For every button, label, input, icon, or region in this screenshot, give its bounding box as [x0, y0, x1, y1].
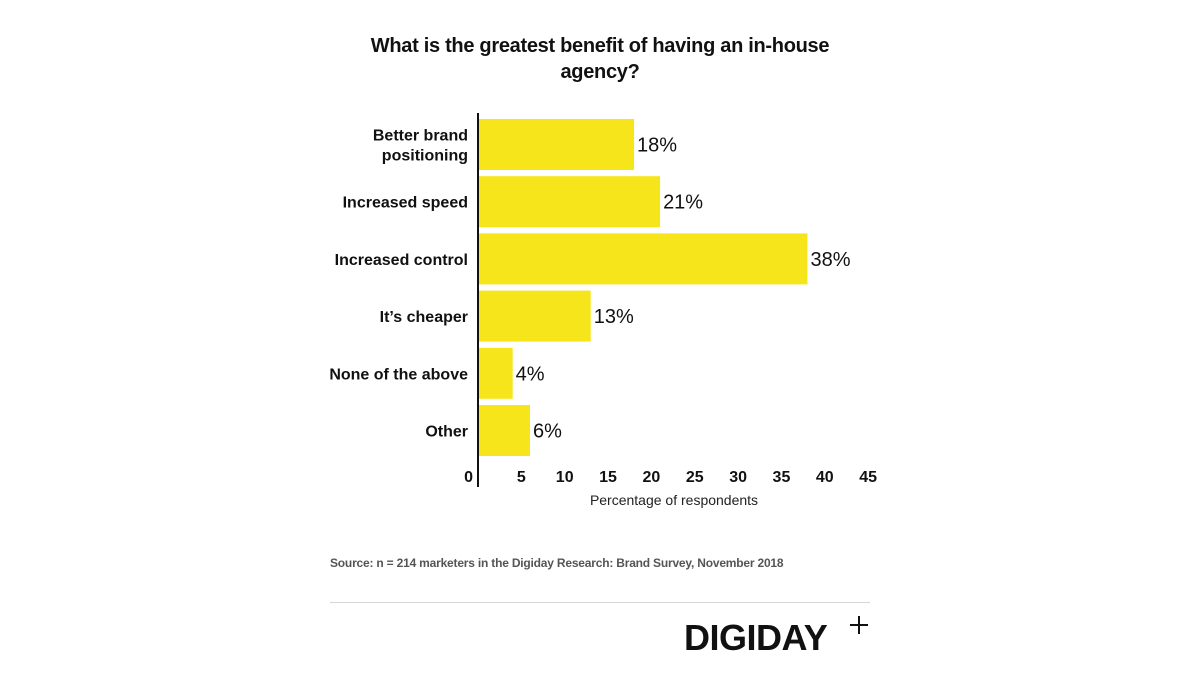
- source-note: Source: n = 214 marketers in the Digiday…: [330, 556, 784, 570]
- category-label: Increased control: [335, 252, 468, 269]
- x-tick-label: 10: [556, 469, 574, 486]
- plus-icon: [850, 616, 868, 634]
- bar: [479, 233, 808, 285]
- bar-value-label: 6%: [533, 421, 562, 443]
- divider: [330, 602, 870, 603]
- bar-value-label: 38%: [810, 249, 850, 271]
- bar-value-label: 21%: [663, 192, 703, 214]
- chart-title: What is the greatest benefit of having a…: [370, 35, 830, 83]
- x-tick-label: 40: [816, 469, 834, 486]
- bar: [479, 290, 591, 342]
- category-label: None of the above: [329, 366, 468, 383]
- x-tick-label: 35: [773, 469, 791, 486]
- x-tick-label: 45: [859, 469, 877, 486]
- category-label: Increased speed: [343, 195, 468, 212]
- x-tick-label: 20: [643, 469, 661, 486]
- digiday-logo: DIGIDAY: [684, 616, 868, 658]
- x-tick-label: 15: [599, 469, 617, 486]
- bar: [479, 347, 513, 399]
- category-label: Better brand: [373, 128, 468, 145]
- bar-value-label: 18%: [637, 135, 677, 157]
- bar: [479, 176, 661, 228]
- bar: [479, 119, 635, 170]
- logo-text: DIGIDAY: [684, 617, 828, 658]
- category-label: It’s cheaper: [380, 309, 468, 326]
- bar-value-label: 4%: [516, 363, 545, 385]
- bar: [479, 405, 531, 456]
- x-tick-label: 30: [729, 469, 747, 486]
- category-label: positioning: [382, 148, 468, 165]
- category-label: Other: [425, 424, 468, 441]
- x-axis-title: Percentage of respondents: [590, 492, 758, 508]
- bar-value-label: 13%: [594, 306, 634, 328]
- x-tick-label: 0: [464, 469, 473, 486]
- x-tick-label: 5: [517, 469, 526, 486]
- x-tick-label: 25: [686, 469, 704, 486]
